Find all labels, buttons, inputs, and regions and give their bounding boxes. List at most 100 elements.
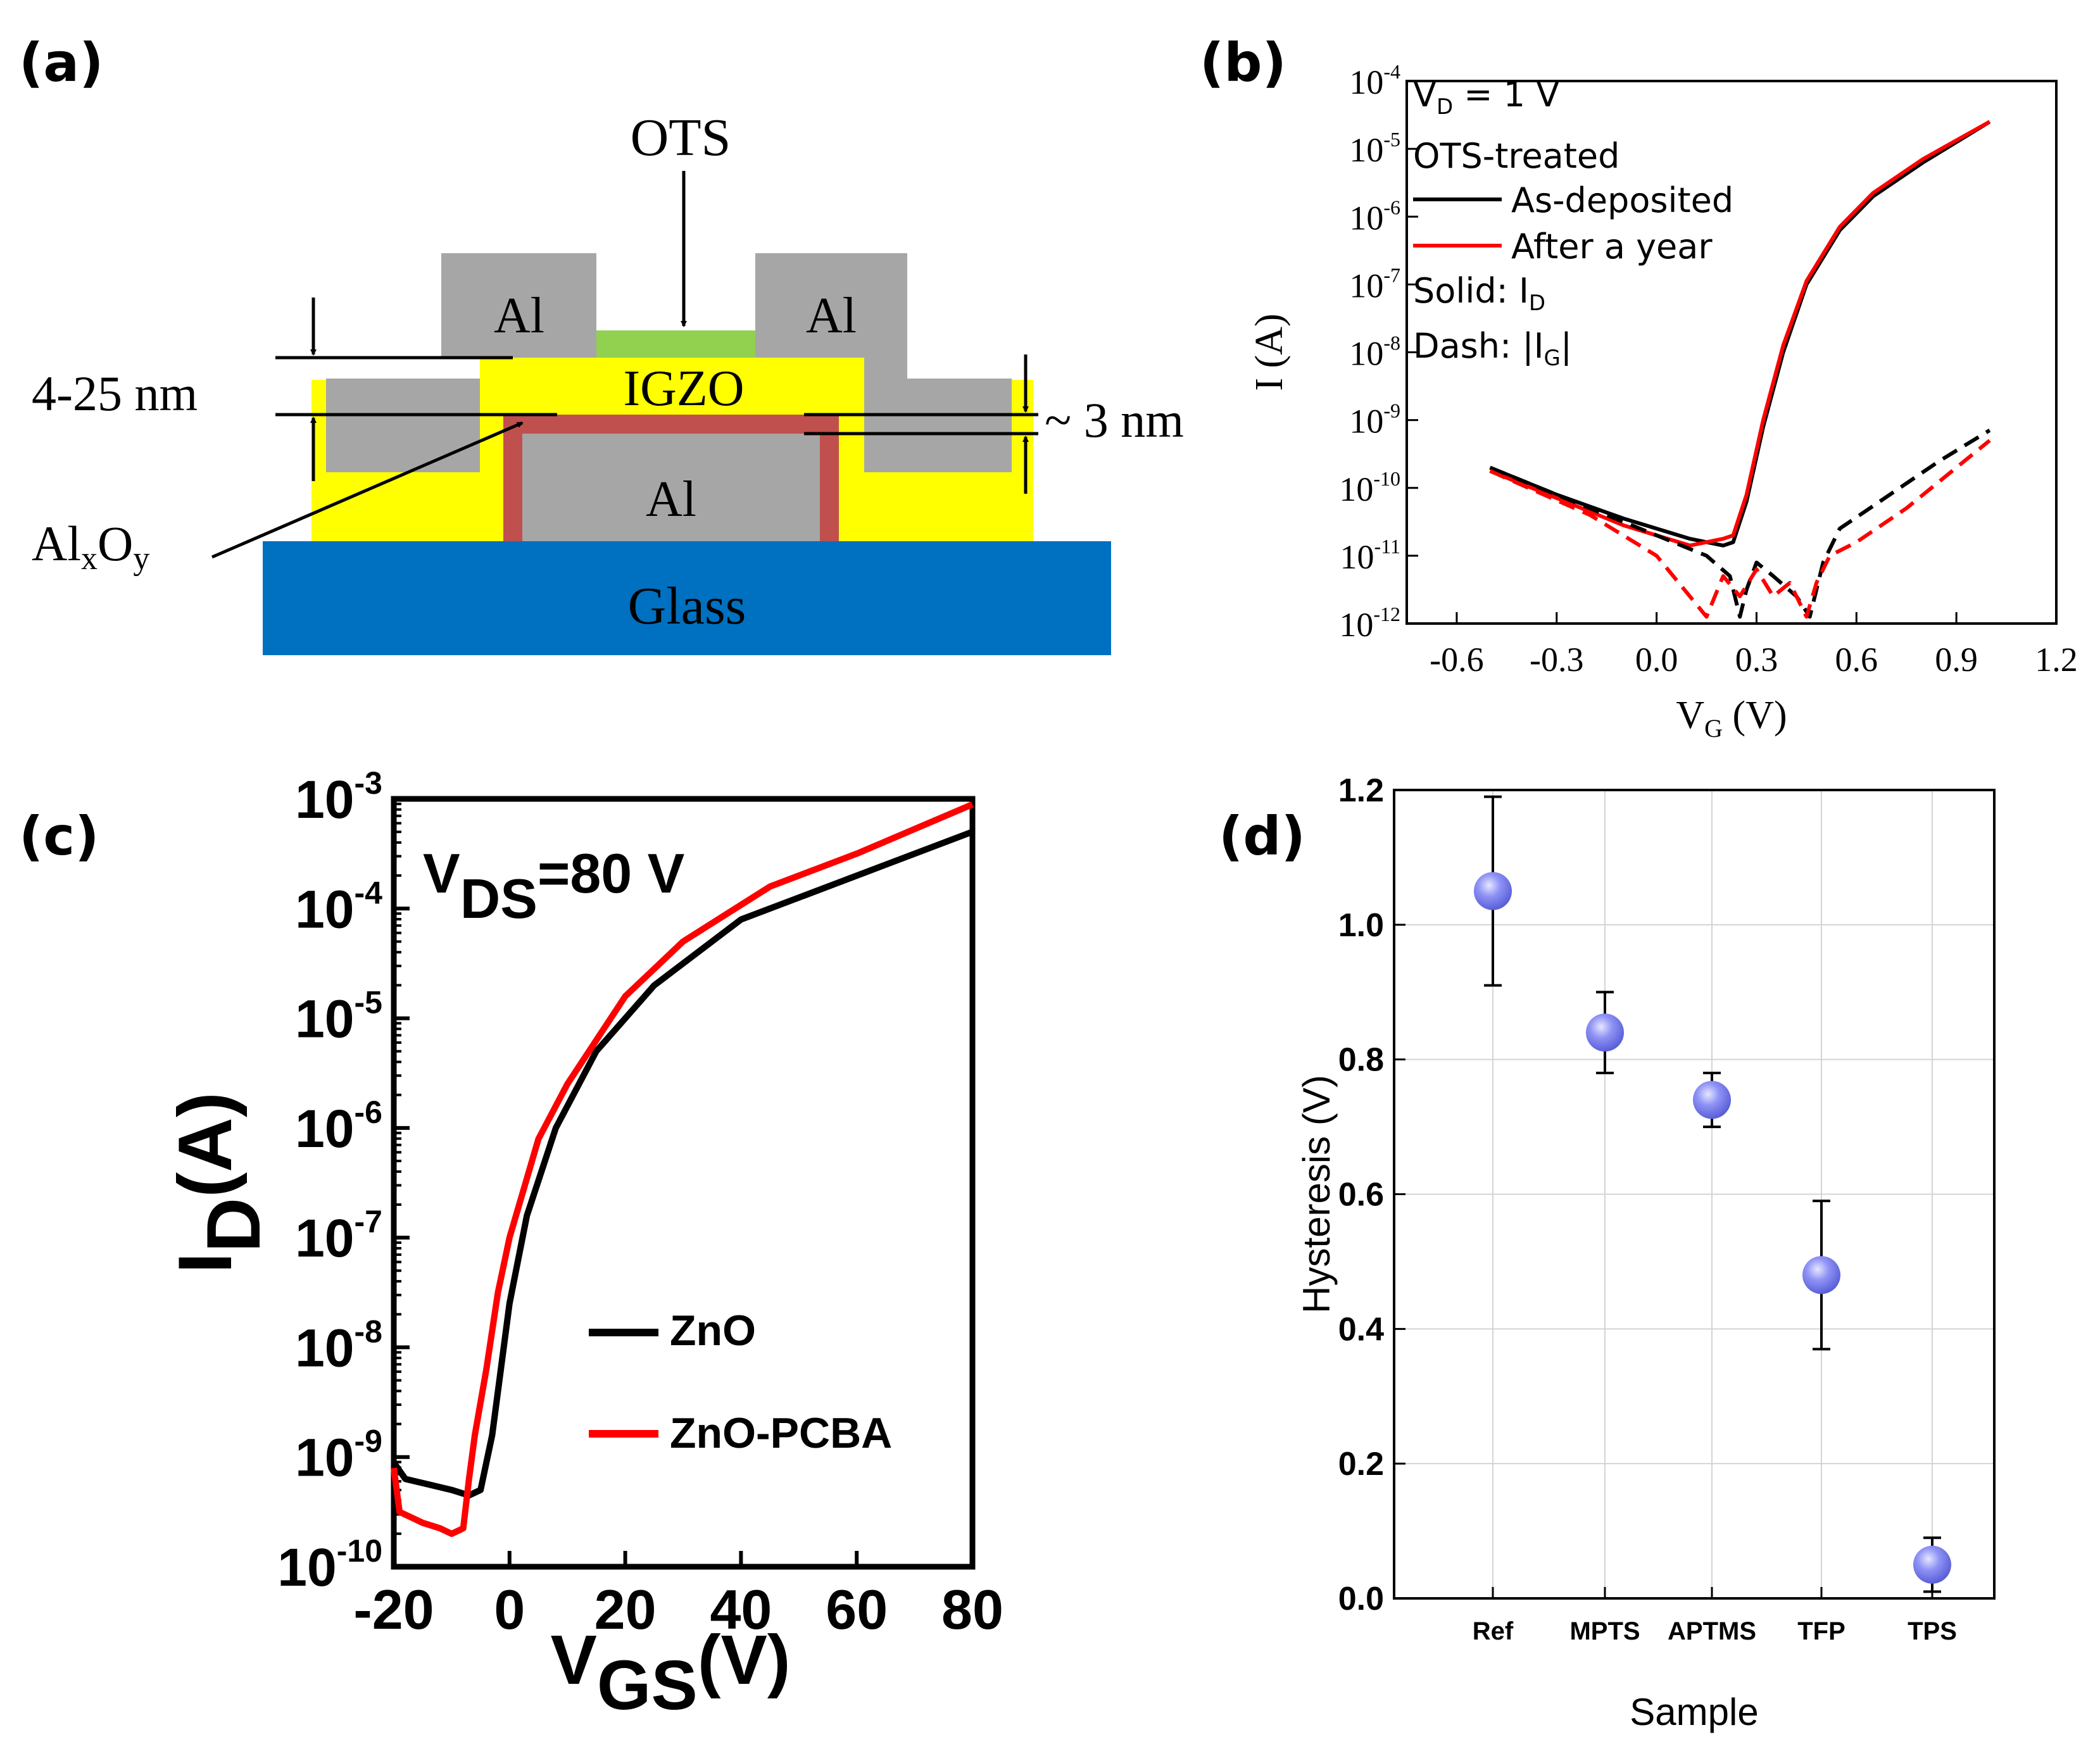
thickness-igzo: 4-25 nm: [32, 366, 198, 421]
dash-annotation: Dash: |IG|: [1413, 326, 1572, 371]
plot-b-ytick-label: 10-10: [1339, 467, 1400, 508]
al-gate-label: Al: [646, 472, 696, 527]
oxide-x: x: [81, 541, 97, 577]
plot-c-ytick-label: 10-10: [277, 1533, 382, 1597]
solid-annotation: Solid: ID: [1413, 271, 1545, 316]
plot-c-xlabel: VGS(V): [551, 1621, 791, 1724]
plot-c-xtick-label: 40: [710, 1578, 772, 1641]
plot-c-ytick-label: 10-3: [295, 765, 382, 829]
plot-d-xtick-label: Ref: [1473, 1617, 1514, 1645]
plot-b-xtick-label: 1.2: [2035, 641, 2078, 679]
plot-d-xlabel: Sample: [1630, 1691, 1758, 1733]
ots-layer: [596, 330, 755, 358]
plot-c-ylabel: ID(A): [163, 1092, 276, 1274]
vds-sub: DS: [460, 867, 538, 930]
plot-b-ytick-label: 10-11: [1340, 535, 1400, 576]
panel-b-plot: -0.6 -0.3 0.0 0.3 0.6 0.9 1.2 10-12 10-11 10-10 10…: [1248, 60, 2078, 743]
plot-c-ytick-label: 10-7: [295, 1204, 382, 1268]
plot-b-xtick-label: 0.3: [1735, 641, 1778, 679]
oxide-left: [503, 415, 522, 541]
plot-b-series-id-red: [1489, 120, 1991, 548]
plot-d-ytick-label: 0.2: [1338, 1446, 1384, 1483]
oxide-pointer-arrow: [211, 421, 524, 559]
solid-text: Solid: I: [1413, 271, 1529, 311]
plot-b-ytick-label: 10-7: [1349, 263, 1400, 304]
plot-d-xtick-label: APTMS: [1668, 1617, 1756, 1645]
plot-b-ytick-label: 10-5: [1349, 128, 1400, 169]
plot-d-ylabel: Hysteresis (V): [1295, 1075, 1338, 1314]
plot-b-ytick-label: 10-6: [1349, 196, 1400, 237]
panel-b-label: (b): [1200, 32, 1286, 94]
vd-sub: D: [1437, 94, 1453, 120]
oxide-label: AlxOy: [32, 516, 149, 577]
dash-end: |: [1561, 326, 1572, 366]
plot-b-xtick-label: -0.6: [1430, 641, 1483, 679]
panel-a-label: (a): [19, 32, 103, 94]
oxide-al: Al: [32, 516, 81, 571]
legend-zno-label: ZnO: [670, 1307, 756, 1355]
panel-b-annotations: VD = 1 V OTS-treated As-deposited After …: [1413, 75, 1733, 371]
plot-c-series-zno: [391, 829, 974, 1499]
panel-d-plot: 0.0 0.2 0.4 0.6 0.8 1.0 1.2 Ref MPTS APTMS TFP TPS S…: [1295, 772, 1996, 1733]
al-top-right: [755, 253, 907, 358]
plot-d-point: [1913, 1545, 1951, 1584]
plot-b-xtick-label: -0.3: [1530, 641, 1583, 679]
legend-black-label: As-deposited: [1511, 180, 1733, 220]
oxide-o: O: [97, 516, 133, 571]
plot-d-xtick-label: TPS: [1908, 1617, 1957, 1645]
vd-v: V: [1413, 75, 1437, 115]
igzo-label: IGZO: [623, 361, 744, 417]
plot-d-point: [1802, 1256, 1840, 1295]
plot-c-ytick-label: 10-8: [295, 1314, 382, 1377]
plot-d-point: [1693, 1081, 1731, 1119]
igzo-channel: [480, 358, 864, 415]
panel-c: (c) -20 0 20 40 60 80 10-10 10-9 10-8 10-7 10-6 10-…: [19, 765, 1003, 1724]
panel-d-label: (d): [1219, 805, 1305, 867]
dash-text: Dash: |I: [1413, 326, 1544, 366]
plot-d-ytick-label: 0.8: [1338, 1042, 1384, 1079]
plot-c-xtick-label: 60: [826, 1578, 888, 1641]
oxide-top: [503, 415, 839, 434]
plot-b-xtick-label: 0.0: [1635, 641, 1678, 679]
plot-c-series-zno-pcba: [391, 801, 974, 1537]
plot-c-ytick-label: 10-4: [295, 875, 382, 939]
plot-d-ytick-label: 1.0: [1338, 907, 1384, 944]
al-left-contact: [326, 379, 480, 472]
al-left-label: Al: [494, 288, 544, 344]
plot-d-xtick-label: MPTS: [1569, 1617, 1640, 1645]
al-right-label: Al: [806, 288, 857, 344]
plot-c-xtick-label: 20: [594, 1578, 657, 1641]
al-right-contact: [864, 379, 1012, 472]
oxide-y: y: [133, 541, 149, 577]
al-top-right-ext: [864, 358, 907, 380]
plot-d-ytick-label: 0.0: [1338, 1581, 1384, 1617]
vds-annotation: VDS=80 V: [423, 842, 685, 930]
plot-b-xlabel: VG (V): [1676, 694, 1787, 743]
vds-v: V: [423, 842, 460, 905]
panel-a: (a) Glass Al Al IGZO Al OTS 4-25 nm ~ 3 …: [19, 32, 1184, 655]
panel-d: (d) 0.0 0.2 0.4 0.6 0.8 1.0 1.2 Ref MPTS APTMS TFP…: [1219, 772, 1996, 1733]
vd-rest: = 1 V: [1453, 75, 1559, 115]
glass-label: Glass: [628, 577, 746, 636]
ots-label: OTS: [631, 108, 731, 167]
glass-layer: [263, 541, 1111, 655]
vd-annotation: VD = 1 V: [1413, 75, 1559, 120]
plot-c-xtick-label: 0: [494, 1578, 525, 1641]
plot-d-ytick-label: 0.4: [1338, 1311, 1384, 1348]
plot-c-xtick-label: -20: [353, 1578, 434, 1641]
al-top-left: [441, 253, 596, 358]
solid-sub: D: [1529, 291, 1545, 316]
thickness-oxide: ~ 3 nm: [1045, 392, 1184, 448]
plot-c-frame: [391, 796, 976, 1570]
plot-b-series-ig-red: [1489, 439, 1991, 619]
plot-d-ytick-label: 0.6: [1338, 1177, 1384, 1214]
plot-b-xtick-label: 0.6: [1835, 641, 1878, 679]
plot-b-ytick-label: 10-8: [1349, 332, 1400, 373]
plot-d-point: [1586, 1013, 1624, 1052]
legend-pcba-label: ZnO-PCBA: [670, 1409, 892, 1457]
plot-b-ytick-label: 10-12: [1339, 603, 1400, 644]
plot-d-ytick-label: 1.2: [1338, 772, 1384, 809]
plot-c-ytick-label: 10-5: [295, 985, 382, 1049]
al-gate: [522, 434, 820, 541]
dash-sub: G: [1544, 346, 1561, 371]
